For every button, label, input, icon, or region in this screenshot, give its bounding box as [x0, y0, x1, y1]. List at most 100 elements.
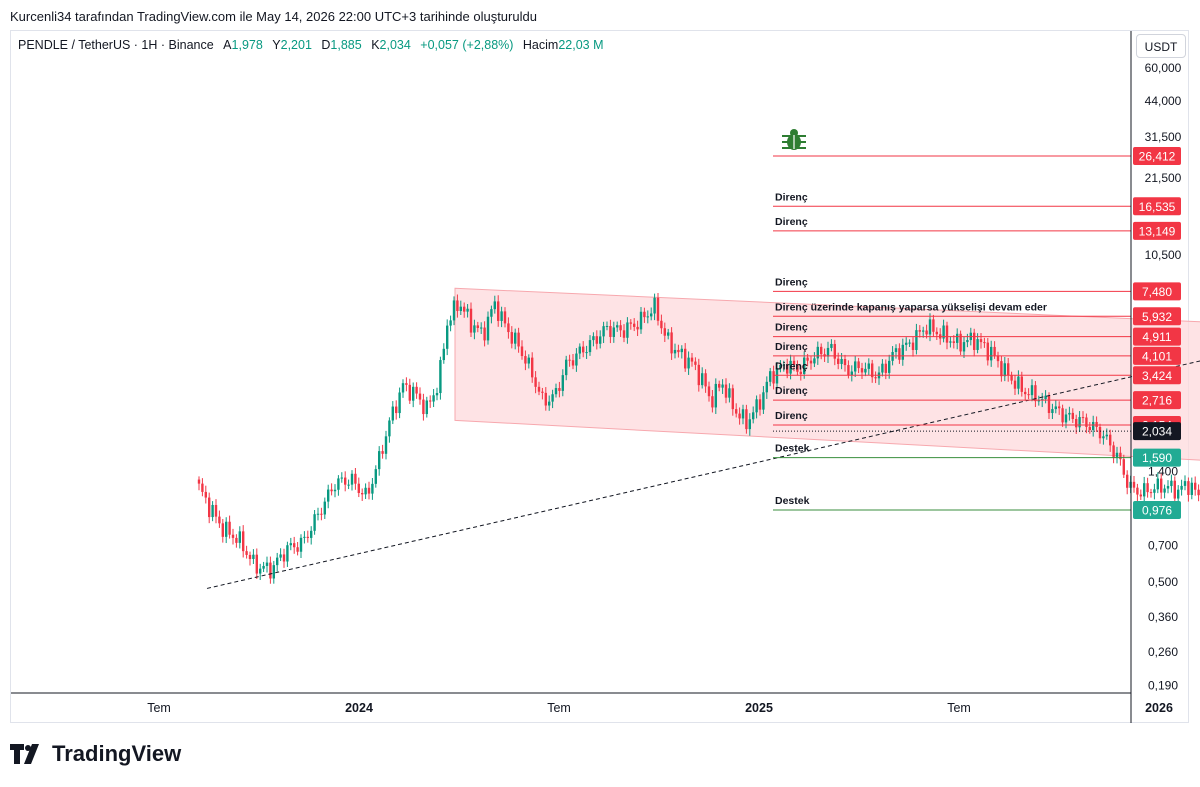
candle [575, 348, 578, 372]
candle [704, 369, 707, 393]
candle-body [265, 562, 269, 566]
candle [1136, 483, 1139, 502]
candle [796, 360, 799, 376]
candle [255, 548, 258, 579]
candle-body [1061, 408, 1064, 423]
candle [378, 446, 381, 476]
candle [779, 360, 782, 373]
candle [350, 470, 354, 491]
candle [354, 467, 357, 490]
candle [782, 360, 785, 372]
candle-body [884, 363, 887, 373]
close-value: 2,034 [379, 38, 411, 52]
candle [1027, 388, 1030, 400]
candle [694, 357, 697, 371]
candle [820, 343, 823, 360]
candle-body [857, 361, 860, 369]
candle [500, 306, 503, 328]
candle [616, 321, 619, 332]
candle [932, 314, 935, 337]
candle-body [211, 504, 214, 518]
candle-body [395, 406, 398, 414]
candle-body [357, 483, 360, 494]
candle-body [945, 325, 949, 343]
candle-body [755, 399, 758, 413]
open-value: 1,978 [231, 38, 263, 52]
candle-body [888, 360, 891, 373]
candle-body [612, 327, 615, 337]
candle [996, 351, 1000, 368]
candle [1115, 446, 1119, 464]
low-value: 1,885 [330, 38, 362, 52]
candle-body [704, 373, 707, 387]
descending-channel[interactable] [454, 287, 1200, 479]
candle-body [1047, 395, 1051, 414]
candle-body [415, 386, 418, 394]
candle-body [228, 521, 231, 535]
candle-body [1149, 492, 1153, 494]
candle-body [208, 497, 211, 518]
candle [1149, 488, 1153, 498]
candle [537, 381, 541, 396]
candle-body [412, 386, 415, 401]
candle-body [565, 359, 568, 376]
candle-body [1051, 409, 1054, 414]
candle [1132, 476, 1136, 493]
candle-body [1156, 478, 1159, 490]
candle [629, 319, 632, 330]
candle-body [660, 320, 663, 329]
candle [344, 471, 347, 492]
symbol-info[interactable]: PENDLE / TetherUS · 1H · Binance [18, 38, 214, 52]
price-badge [1133, 448, 1181, 467]
candle-body [537, 386, 541, 392]
candle [473, 319, 476, 340]
candle [327, 484, 330, 509]
candle-body [1105, 434, 1108, 437]
candle-body [293, 543, 296, 548]
candle [741, 404, 745, 425]
candle [1153, 483, 1156, 500]
candle-body [344, 477, 347, 485]
candle-body [823, 354, 826, 357]
tradingview-brand[interactable]: TradingView [10, 741, 181, 767]
candle [1017, 370, 1020, 395]
candle [833, 339, 836, 366]
candle-body [721, 384, 724, 388]
price-badge-text: 16,535 [1139, 200, 1176, 214]
candle [592, 332, 595, 347]
candle [442, 343, 445, 364]
candle-body [571, 360, 575, 366]
candle-body [605, 326, 609, 328]
candle [418, 387, 422, 405]
candle [799, 365, 802, 381]
candle [231, 528, 235, 545]
candle [986, 338, 989, 366]
candle [830, 339, 833, 352]
candle-body [1126, 474, 1129, 488]
price-badge-text: 1,590 [1142, 451, 1172, 465]
candle [864, 362, 867, 377]
candle [211, 501, 214, 522]
candle [323, 497, 326, 519]
candle-body [837, 358, 840, 364]
candle [197, 476, 201, 491]
candle [1088, 422, 1091, 434]
candle [228, 515, 231, 539]
candle [772, 365, 775, 390]
candle-body [973, 332, 976, 350]
candle [238, 526, 241, 549]
candle-body [677, 349, 680, 353]
candle-body [425, 400, 428, 415]
candle [755, 395, 758, 419]
candle-body [840, 358, 843, 364]
candle [320, 507, 323, 521]
candle [809, 355, 813, 370]
currency-button[interactable]: USDT [1136, 34, 1186, 58]
candle-body [694, 361, 697, 365]
candle [854, 355, 857, 377]
candle [493, 295, 496, 314]
candle-body [435, 393, 439, 396]
candle [918, 325, 921, 338]
candle-body [381, 451, 384, 454]
